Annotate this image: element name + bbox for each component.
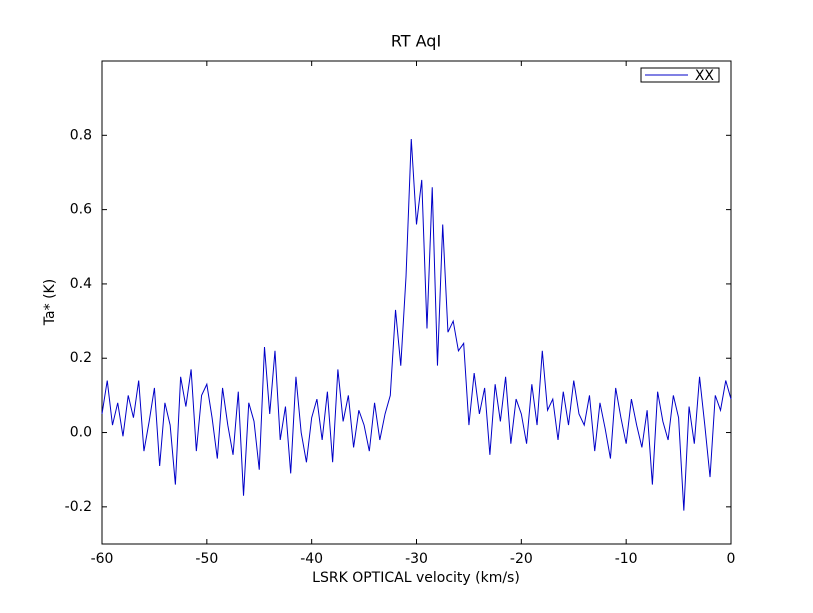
y-tick-label: 0.8 bbox=[70, 127, 92, 143]
y-tick-label: -0.2 bbox=[65, 499, 92, 515]
series-line bbox=[101, 138, 732, 511]
plot-frame bbox=[101, 60, 732, 545]
x-tick-label: -60 bbox=[91, 551, 114, 567]
x-axis-label: LSRK OPTICAL velocity (km/s) bbox=[312, 570, 520, 586]
y-tick-label: 0.2 bbox=[70, 350, 92, 366]
chart-title: RT AqI bbox=[391, 32, 441, 51]
x-tick-label: -20 bbox=[510, 551, 533, 567]
x-tick-label: -30 bbox=[405, 551, 428, 567]
x-tick-label: -10 bbox=[615, 551, 638, 567]
y-tick-label: 0.6 bbox=[70, 202, 92, 218]
x-tick-label: -50 bbox=[195, 551, 218, 567]
legend-label: XX bbox=[695, 68, 715, 84]
x-tick-label: 0 bbox=[727, 551, 736, 567]
y-axis-label: Ta* (K) bbox=[42, 279, 58, 326]
y-tick-label: 0.0 bbox=[70, 425, 92, 441]
y-tick-label: 0.4 bbox=[70, 276, 92, 292]
x-tick-label: -40 bbox=[300, 551, 323, 567]
